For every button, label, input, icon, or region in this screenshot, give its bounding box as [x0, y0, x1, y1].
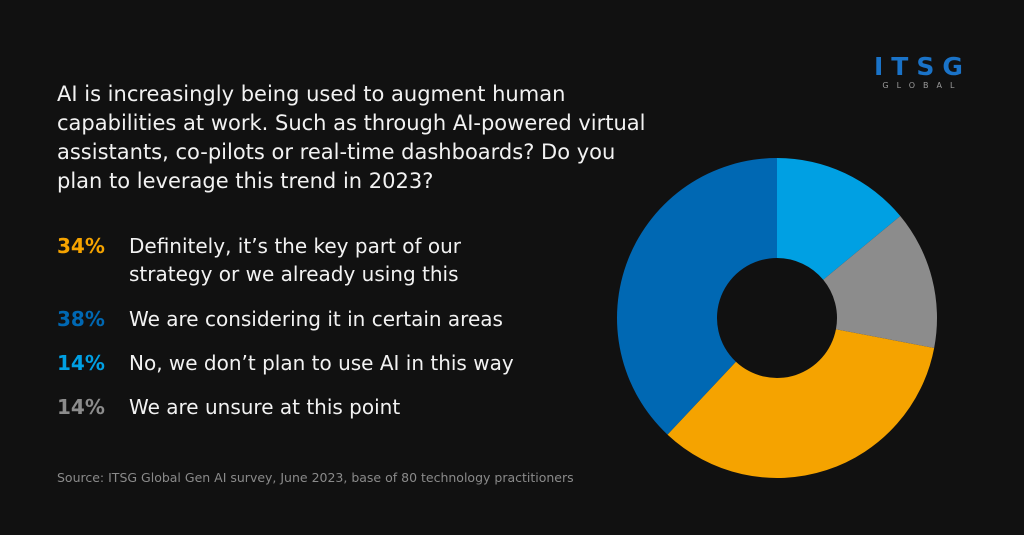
source: Source: ITSG Global Gen AI survey, June … [57, 470, 574, 485]
legend-item: 38% We are considering it in certain area… [57, 305, 577, 333]
slice [823, 216, 937, 348]
slice [667, 329, 935, 478]
legend-text: We are unsure at this point [129, 395, 401, 419]
value-label: 38% [57, 307, 105, 331]
legend-text: We are considering it in certain areas [129, 307, 503, 331]
legend-item: 34% Definitely, it’s the key part of our … [57, 232, 577, 288]
legend-text: Definitely, it’s the key part of our str… [129, 234, 462, 286]
legend-text: No, we don’t plan to use AI in this way [129, 351, 514, 375]
logo: ITSG GLOBAL [874, 52, 971, 90]
value-label: 34% [57, 234, 105, 258]
legend-item: 14% No, we don’t plan to use AI in this w… [57, 349, 577, 377]
chart-title: AI is increasingly being used to augment… [57, 82, 646, 193]
value-label: 14% [57, 395, 105, 419]
slice [617, 158, 777, 435]
logo-name: ITSG [874, 52, 971, 81]
logo-sub: GLOBAL [882, 81, 963, 90]
legend-item: 14% We are unsure at this point [57, 393, 577, 421]
slice [777, 158, 901, 280]
value-label: 14% [57, 351, 105, 375]
